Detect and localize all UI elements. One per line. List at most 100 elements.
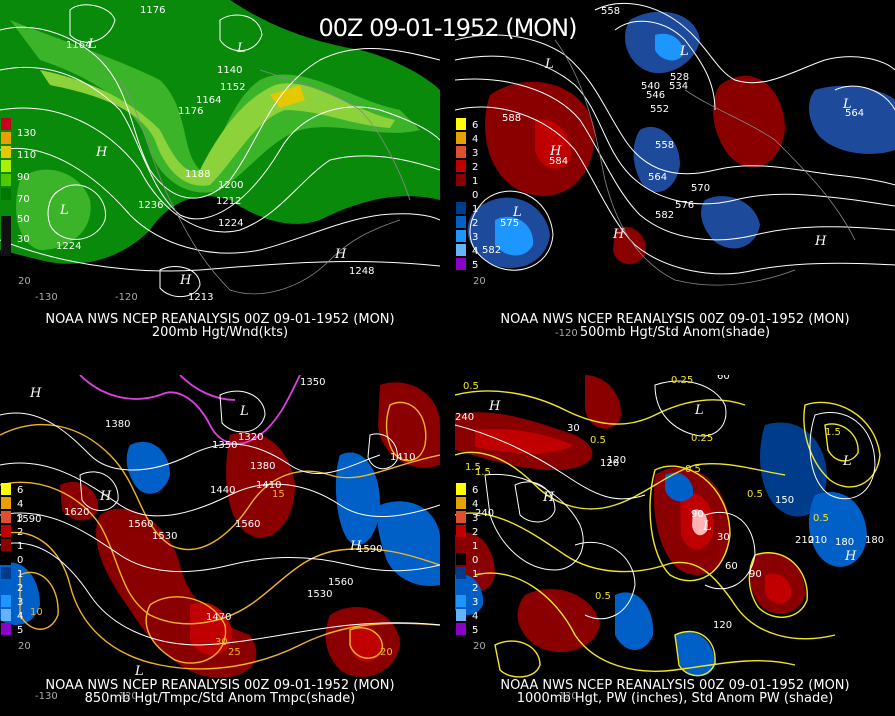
contour-label: 1410	[256, 480, 281, 491]
contour-label: 1213	[188, 292, 213, 303]
high-marker: H	[179, 273, 192, 288]
lon-label: -120	[115, 292, 138, 303]
legend-swatch	[1, 609, 11, 621]
low-marker: L	[842, 454, 852, 469]
contour-label: 1560	[128, 519, 153, 530]
lat-label: 20	[473, 641, 486, 652]
low-marker: L	[679, 44, 689, 59]
low-marker: L	[544, 57, 554, 72]
legend-swatch	[1, 595, 11, 607]
legend-label: 2	[17, 583, 24, 594]
contour-label: 1224	[218, 218, 243, 229]
legend-label: 70	[17, 194, 30, 205]
contour-label: 1176	[140, 5, 165, 16]
high-marker: H	[612, 227, 625, 242]
contour-label: 0.5	[595, 591, 611, 602]
legend-label: 2	[472, 162, 479, 173]
legend-swatch	[456, 160, 466, 172]
lon-label: -120	[555, 328, 578, 339]
lat-label: 20	[18, 276, 31, 287]
contour-label: 0.5	[747, 489, 763, 500]
low-marker: L	[87, 37, 97, 52]
legend-swatch	[456, 609, 466, 621]
legend-swatch	[456, 188, 466, 200]
low-marker: L	[239, 404, 249, 419]
contour-label: 1380	[105, 419, 130, 430]
contour-label: 0.25	[691, 433, 713, 444]
contour-label: 60	[725, 561, 738, 572]
contour-label: 210	[795, 535, 814, 546]
legend-swatch	[456, 595, 466, 607]
contour-label: 576	[675, 200, 694, 211]
contour-label: 120	[600, 458, 619, 469]
legend-swatch	[456, 539, 466, 551]
low-marker: L	[236, 41, 246, 56]
low-marker: L	[134, 664, 144, 679]
contour-label: 564	[648, 172, 667, 183]
contour-label: 180	[865, 535, 884, 546]
legend-swatch	[1, 160, 11, 172]
legend-label: 110	[17, 150, 37, 161]
legend-label: 2	[472, 218, 479, 229]
low-marker: L	[842, 97, 852, 112]
contour-label: 558	[655, 140, 674, 151]
legend-label: 1	[472, 204, 479, 215]
contour-label: 0.5	[813, 513, 829, 524]
legend-swatch	[1, 511, 11, 523]
legend-label: 1	[472, 541, 479, 552]
contour-label: 240	[455, 412, 474, 423]
legend-label: 5	[17, 625, 24, 636]
legend-label: 3	[472, 513, 479, 524]
legend-swatch	[456, 216, 466, 228]
low-marker: L	[702, 519, 712, 534]
contour-label: 546	[646, 90, 665, 101]
legend-850mb: 6 4 3 2 1 0 1 2 3 4 5	[1, 483, 23, 637]
panel-1000mb: 0.5 0.25 60 30 240 120 1.5 0.5 0.25 0.5 …	[455, 375, 895, 715]
contour-label: 1236	[138, 200, 163, 211]
high-marker: H	[814, 234, 827, 249]
panel-caption: NOAA NWS NCEP REANALYSIS 00Z 09-01-1952 …	[45, 312, 395, 327]
contour-label: 1200	[218, 180, 243, 191]
contour-label: 564	[845, 108, 864, 119]
contour-label: 1152	[220, 82, 245, 93]
lon-label: -120	[115, 691, 138, 702]
high-marker: H	[349, 539, 362, 554]
legend-label: 30	[17, 234, 30, 245]
map-500mb: 558 546 552 540 534 528 588 584 558 564 …	[455, 2, 895, 339]
contour-label: 120	[713, 620, 732, 631]
legend-swatch	[1, 188, 11, 200]
contour-label: 1.5	[465, 462, 481, 473]
contour-label: 240	[475, 508, 494, 519]
legend-label: 4	[17, 611, 24, 622]
contour-label: 1590	[16, 514, 41, 525]
panel-caption: NOAA NWS NCEP REANALYSIS 00Z 09-01-1952 …	[45, 678, 395, 693]
legend-label: 2	[472, 527, 479, 538]
contour-label: 1440	[210, 485, 235, 496]
contour-label: 20	[380, 647, 393, 658]
low-marker: L	[59, 203, 69, 218]
high-marker: H	[488, 399, 501, 414]
contour-label: 1164	[196, 95, 221, 106]
legend-label: 1	[472, 176, 479, 187]
legend-label: 3	[472, 232, 479, 243]
legend-label: 5	[472, 625, 479, 636]
legend-label: 6	[472, 120, 479, 131]
contour-label: 0.5	[685, 464, 701, 475]
legend-swatch	[1, 553, 11, 565]
high-marker: H	[844, 549, 857, 564]
high-marker: H	[549, 144, 562, 159]
contour-label: 25	[228, 647, 241, 658]
legend-swatch	[1, 497, 11, 509]
legend-swatch	[1, 567, 11, 579]
panel-subcaption: 850mb Hgt/Tmpc/Std Anom Tmpc(shade)	[84, 691, 356, 706]
contour-label: 1.5	[475, 467, 491, 478]
lat-label: 20	[18, 641, 31, 652]
contour-label: 1188	[185, 169, 210, 180]
legend-label: 2	[17, 527, 24, 538]
low-marker: L	[694, 403, 704, 418]
contour-label: 1560	[328, 577, 353, 588]
contour-label: 1164	[66, 40, 91, 51]
panel-subcaption: 500mb Hgt/Std Anom(shade)	[579, 325, 771, 340]
lon-label: -120	[555, 691, 578, 702]
legend-label: 0	[17, 555, 24, 566]
